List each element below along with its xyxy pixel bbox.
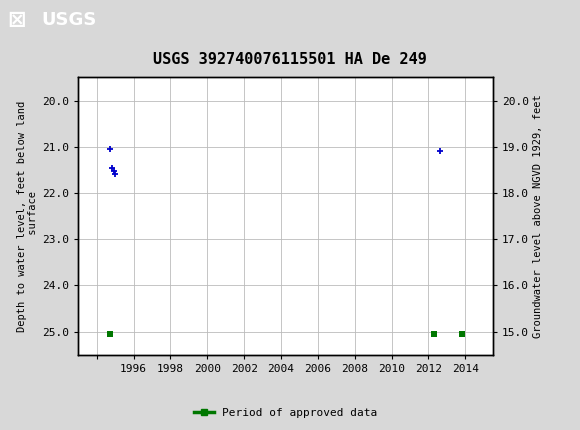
Legend: Period of approved data: Period of approved data (189, 404, 382, 423)
Text: ⊠: ⊠ (7, 10, 26, 30)
Y-axis label: Depth to water level, feet below land
 surface: Depth to water level, feet below land su… (16, 101, 38, 332)
Y-axis label: Groundwater level above NGVD 1929, feet: Groundwater level above NGVD 1929, feet (533, 94, 543, 338)
Text: USGS: USGS (42, 11, 97, 29)
Text: USGS 392740076115501 HA De 249: USGS 392740076115501 HA De 249 (153, 52, 427, 67)
